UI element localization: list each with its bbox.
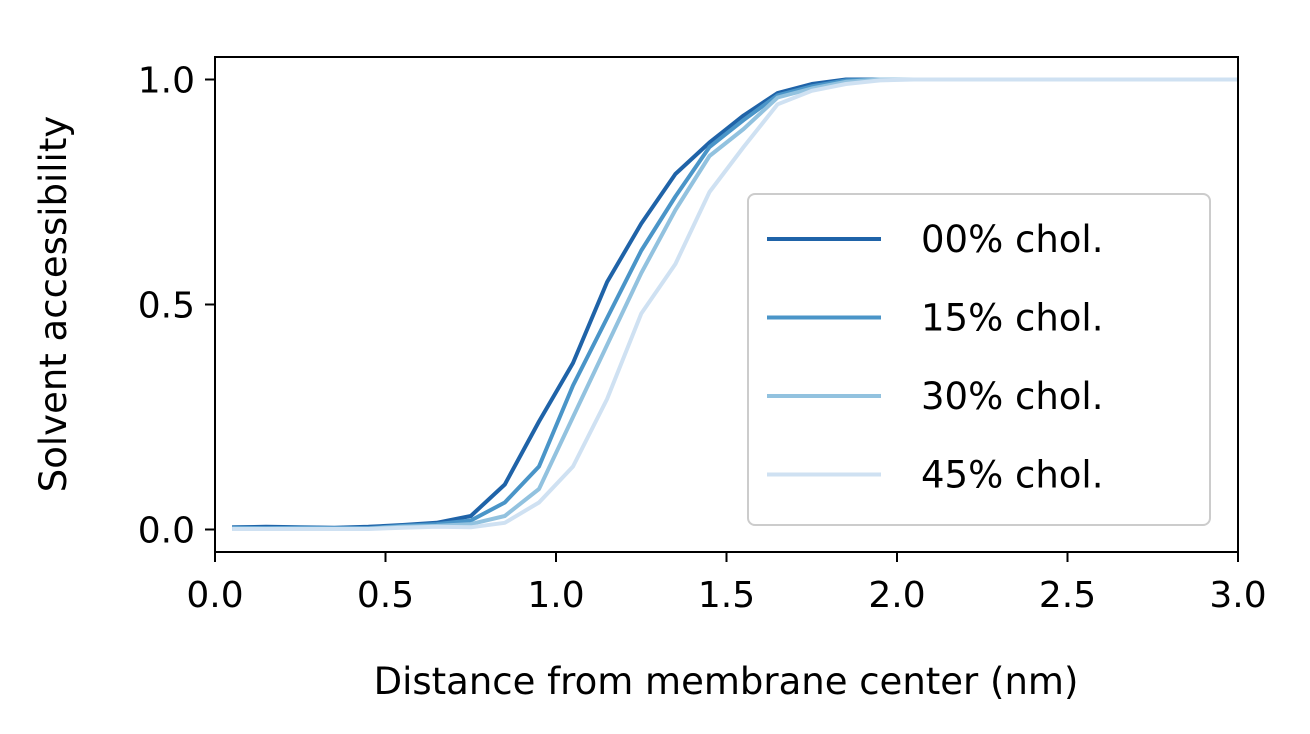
- y-axis: 0.0 0.5 1.0: [138, 61, 215, 552]
- y-tick-label: 0.5: [138, 286, 195, 327]
- legend-label-2: 30% chol.: [921, 375, 1103, 418]
- legend: 00% chol. 15% chol. 30% chol. 45% chol.: [747, 193, 1211, 526]
- x-axis: 0.0 0.5 1.0 1.5 2.0 2.5 3.0: [186, 552, 1267, 616]
- x-tick-label: 2.5: [1039, 575, 1096, 616]
- x-tick-label: 3.0: [1209, 575, 1266, 616]
- x-tick-label: 0.0: [186, 575, 243, 616]
- x-tick-label: 1.5: [698, 575, 755, 616]
- legend-box: [747, 193, 1211, 526]
- x-tick-label: 2.0: [868, 575, 925, 616]
- y-tick-label: 1.0: [138, 61, 195, 102]
- x-tick-label: 0.5: [357, 575, 414, 616]
- y-tick-label: 0.0: [138, 511, 195, 552]
- legend-label-1: 15% chol.: [921, 297, 1103, 340]
- x-axis-label: Distance from membrane center (nm): [374, 660, 1079, 703]
- legend-label-3: 45% chol.: [921, 454, 1103, 497]
- series-line-3: [232, 77, 1238, 531]
- series-layer: [232, 77, 1238, 531]
- x-tick-label: 1.0: [527, 575, 584, 616]
- y-axis-label: Solvent accessibility: [32, 116, 75, 492]
- legend-label-0: 00% chol.: [921, 218, 1103, 261]
